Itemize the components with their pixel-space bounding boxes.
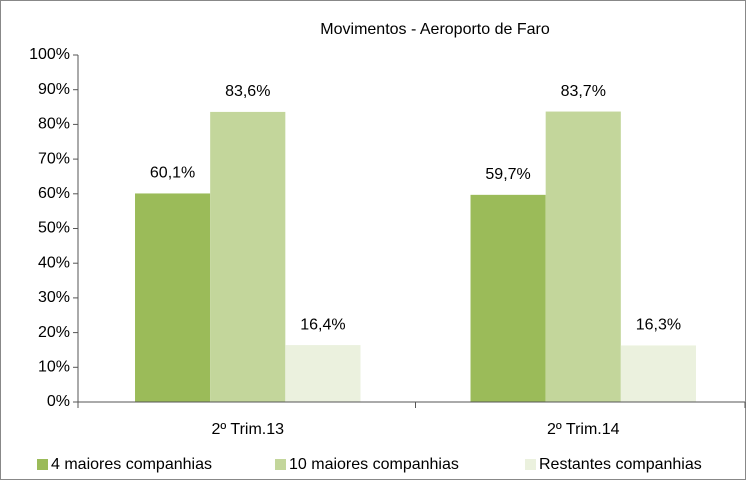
y-tick-label: 70% (38, 150, 70, 167)
y-tick-label: 50% (38, 220, 70, 237)
bar (545, 111, 621, 402)
y-tick-label: 30% (38, 289, 70, 306)
legend-label: 10 maiores companhias (289, 456, 459, 473)
y-tick-label: 60% (38, 185, 70, 202)
y-tick-label: 80% (38, 116, 70, 133)
y-tick-label: 40% (38, 254, 70, 271)
y-tick-label: 100% (29, 46, 70, 63)
bar (210, 111, 286, 403)
bar (620, 345, 696, 402)
legend-swatch (37, 459, 48, 470)
chart-title: Movimentos - Aeroporto de Faro (320, 21, 550, 38)
value-label: 60,1% (150, 165, 195, 182)
y-tick-label: 90% (38, 81, 70, 98)
legend-label: Restantes companhias (539, 456, 702, 473)
bar (470, 194, 546, 402)
y-tick-label: 20% (38, 324, 70, 341)
value-label: 16,4% (300, 316, 345, 333)
value-label: 83,6% (225, 83, 270, 100)
value-label: 59,7% (485, 166, 530, 183)
value-label: 16,3% (636, 317, 681, 334)
legend-swatch (525, 459, 536, 470)
x-tick-label: 2º Trim.13 (211, 421, 284, 438)
y-tick-label: 10% (38, 359, 70, 376)
bar (285, 345, 361, 402)
x-tick-label: 2º Trim.14 (547, 421, 620, 438)
legend-label: 4 maiores companhias (51, 456, 212, 473)
value-label: 83,7% (561, 83, 606, 100)
y-tick-label: 0% (47, 393, 70, 410)
bar (135, 193, 211, 402)
legend-swatch (275, 459, 286, 470)
